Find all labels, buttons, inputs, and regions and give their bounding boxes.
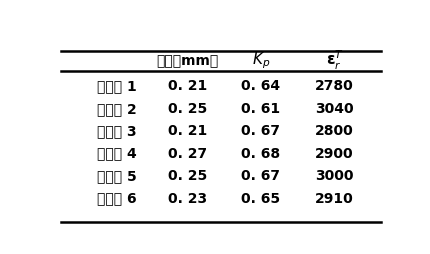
Text: 实施例 3: 实施例 3	[97, 124, 137, 138]
Text: 3000: 3000	[314, 169, 353, 183]
Text: $\mathbf{\it{K}}_p$: $\mathbf{\it{K}}_p$	[251, 51, 270, 71]
Text: 0. 23: 0. 23	[168, 192, 206, 206]
Text: 实施例 1: 实施例 1	[97, 79, 137, 93]
Text: 0. 64: 0. 64	[241, 79, 280, 93]
Text: 0. 65: 0. 65	[241, 192, 280, 206]
Text: 2800: 2800	[314, 124, 353, 138]
Text: 实施例 6: 实施例 6	[97, 192, 137, 206]
Text: 实施例 5: 实施例 5	[97, 169, 137, 183]
Text: 0. 61: 0. 61	[241, 102, 280, 116]
Text: 2900: 2900	[314, 147, 353, 161]
Text: 0. 67: 0. 67	[241, 169, 280, 183]
Text: 0. 21: 0. 21	[167, 124, 207, 138]
Text: 实施例 4: 实施例 4	[97, 147, 137, 161]
Text: 2910: 2910	[314, 192, 353, 206]
Text: 厚度（mm）: 厚度（mm）	[156, 54, 218, 68]
Text: 0. 68: 0. 68	[241, 147, 280, 161]
Text: 0. 27: 0. 27	[168, 147, 206, 161]
Text: 实施例 2: 实施例 2	[97, 102, 137, 116]
Text: 2780: 2780	[314, 79, 353, 93]
Text: 0. 21: 0. 21	[167, 79, 207, 93]
Text: $\boldsymbol{\varepsilon}_r^T$: $\boldsymbol{\varepsilon}_r^T$	[325, 49, 343, 72]
Text: 0. 67: 0. 67	[241, 124, 280, 138]
Text: 3040: 3040	[314, 102, 353, 116]
Text: 0. 25: 0. 25	[167, 102, 207, 116]
Text: 0. 25: 0. 25	[167, 169, 207, 183]
